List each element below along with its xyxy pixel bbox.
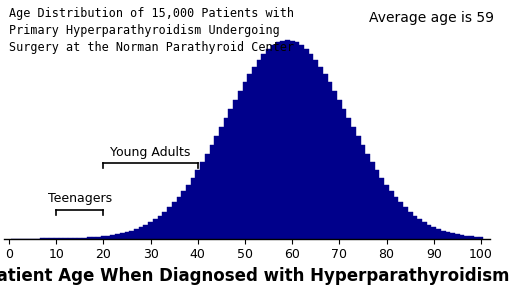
Bar xyxy=(318,67,323,238)
Bar xyxy=(479,237,483,238)
Bar xyxy=(190,178,196,238)
Bar xyxy=(399,202,403,238)
Bar xyxy=(228,109,233,238)
Bar xyxy=(186,185,190,238)
Bar xyxy=(465,236,469,238)
Bar xyxy=(129,231,134,238)
Bar xyxy=(97,237,101,238)
Bar xyxy=(356,136,361,238)
Text: Average age is 59: Average age is 59 xyxy=(369,11,494,25)
Bar xyxy=(134,229,139,238)
Bar xyxy=(181,191,186,238)
Bar xyxy=(361,145,365,238)
Bar xyxy=(347,118,351,238)
Bar xyxy=(115,234,120,238)
Bar xyxy=(91,237,97,238)
Bar xyxy=(238,91,242,238)
Bar xyxy=(224,118,228,238)
Bar xyxy=(365,154,370,238)
Bar xyxy=(214,136,219,238)
Bar xyxy=(469,236,474,238)
Bar xyxy=(210,145,214,238)
Bar xyxy=(389,191,393,238)
Bar xyxy=(106,236,111,238)
Text: Young Adults: Young Adults xyxy=(111,146,191,159)
Bar xyxy=(474,237,479,238)
Bar xyxy=(233,100,238,238)
Bar xyxy=(393,197,399,238)
Bar xyxy=(153,219,158,238)
Bar xyxy=(125,232,129,238)
Bar xyxy=(120,233,125,238)
Bar xyxy=(148,222,153,238)
Bar xyxy=(304,49,309,238)
Bar xyxy=(370,162,375,238)
Bar xyxy=(262,54,266,238)
Text: Age Distribution of 15,000 Patients with
Primary Hyperparathyroidism Undergoing
: Age Distribution of 15,000 Patients with… xyxy=(9,7,294,53)
Bar xyxy=(271,45,276,238)
Bar xyxy=(252,67,257,238)
Bar xyxy=(327,82,332,238)
X-axis label: Patient Age When Diagnosed with Hyperparathyroidism: Patient Age When Diagnosed with Hyperpar… xyxy=(0,267,510,285)
Bar xyxy=(436,229,441,238)
Bar xyxy=(445,232,450,238)
Bar xyxy=(422,222,427,238)
Bar xyxy=(417,219,422,238)
Bar xyxy=(309,54,313,238)
Bar xyxy=(342,109,347,238)
Bar xyxy=(276,42,280,238)
Bar xyxy=(441,231,445,238)
Bar xyxy=(205,154,210,238)
Bar xyxy=(299,45,304,238)
Bar xyxy=(351,127,356,238)
Bar xyxy=(176,197,181,238)
Bar xyxy=(242,82,248,238)
Bar xyxy=(379,178,384,238)
Bar xyxy=(450,233,455,238)
Bar xyxy=(172,202,176,238)
Bar xyxy=(162,212,167,238)
Bar xyxy=(427,225,431,238)
Bar xyxy=(413,216,417,238)
Bar xyxy=(111,235,115,238)
Bar xyxy=(375,170,379,238)
Bar xyxy=(460,235,465,238)
Bar xyxy=(143,225,148,238)
Bar xyxy=(285,40,290,238)
Bar xyxy=(280,40,285,238)
Bar xyxy=(219,127,224,238)
Bar xyxy=(266,49,271,238)
Bar xyxy=(290,40,294,238)
Bar xyxy=(200,162,205,238)
Bar xyxy=(196,170,200,238)
Bar xyxy=(257,60,262,238)
Text: Teenagers: Teenagers xyxy=(48,192,112,205)
Bar xyxy=(139,227,143,238)
Bar xyxy=(167,207,172,238)
Bar xyxy=(101,236,106,238)
Bar xyxy=(313,60,318,238)
Bar xyxy=(332,91,337,238)
Bar xyxy=(431,227,436,238)
Bar xyxy=(337,100,342,238)
Bar xyxy=(294,42,299,238)
Bar xyxy=(455,234,460,238)
Bar xyxy=(403,207,408,238)
Bar xyxy=(248,74,252,238)
Bar xyxy=(323,74,327,238)
Bar xyxy=(158,216,162,238)
Bar xyxy=(384,185,389,238)
Bar xyxy=(408,212,413,238)
